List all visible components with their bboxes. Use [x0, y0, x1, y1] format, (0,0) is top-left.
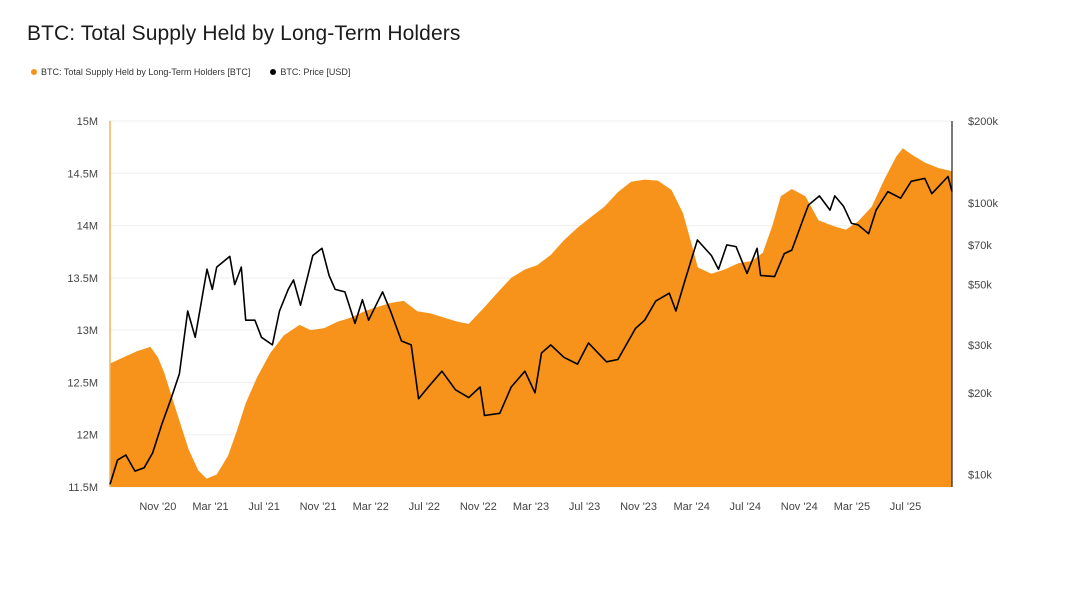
x-tick-label-11: Jul '24 [730, 501, 761, 513]
price-line-layer [109, 175, 953, 485]
x-tick-label-6: Nov '22 [460, 501, 497, 513]
left-tick-label-4: 13M [77, 325, 98, 337]
x-tick-label-7: Mar '23 [513, 501, 549, 513]
right-tick-label-1: $100k [968, 198, 998, 210]
legend-label-lth-supply: BTC: Total Supply Held by Long-Term Hold… [41, 67, 251, 77]
left-tick-label-3: 13.5M [67, 273, 98, 285]
lth-supply-area-layer [110, 148, 952, 487]
x-tick-label-10: Mar '24 [674, 501, 710, 513]
left-tick-label-2: 14M [77, 221, 98, 233]
left-tick-label-5: 12.5M [67, 377, 98, 389]
legend-swatch-lth-supply [31, 69, 37, 75]
chart-title: BTC: Total Supply Held by Long-Term Hold… [27, 22, 461, 45]
left-tick-label-0: 15M [77, 116, 98, 128]
axes [109, 121, 953, 487]
legend-swatch-price [270, 69, 277, 75]
lth-supply-area [110, 148, 952, 487]
right-tick-label-3: $50k [968, 280, 992, 292]
x-tick-label-8: Jul '23 [569, 501, 600, 513]
x-tick-label-1: Mar '21 [192, 501, 228, 513]
price-line [109, 175, 953, 485]
legend: BTC: Total Supply Held by Long-Term Hold… [31, 67, 350, 77]
x-tick-label-5: Jul '22 [409, 501, 440, 513]
left-tick-label-1: 14.5M [67, 168, 98, 180]
legend-item-lth-supply[interactable]: BTC: Total Supply Held by Long-Term Hold… [31, 67, 250, 77]
right-tick-label-2: $70k [968, 240, 992, 252]
left-tick-label-6: 12M [77, 430, 98, 442]
x-tick-label-13: Mar '25 [834, 501, 870, 513]
legend-item-price[interactable]: BTC: Price [USD] [270, 67, 350, 77]
right-axis-ticks: $200k $100k $70k $50k $30k $20k $10k [968, 116, 998, 482]
right-tick-label-5: $20k [968, 388, 992, 400]
x-tick-label-3: Nov '21 [300, 501, 337, 513]
x-tick-label-2: Jul '21 [248, 501, 279, 513]
x-axis-ticks: Nov '20 Mar '21 Jul '21 Nov '21 Mar '22 Jul '… [139, 501, 921, 513]
left-tick-label-7: 11.5M [68, 482, 98, 494]
x-tick-label-0: Nov '20 [139, 501, 176, 513]
x-tick-label-4: Mar '22 [353, 501, 389, 513]
x-tick-label-12: Nov '24 [781, 501, 818, 513]
left-axis-ticks: 15M 14.5M 14M 13.5M 13M 12.5M 12M 11.5M [67, 116, 98, 494]
right-tick-label-6: $10k [968, 470, 992, 482]
x-tick-label-14: Jul '25 [890, 501, 921, 513]
legend-label-price: BTC: Price [USD] [280, 67, 351, 77]
right-tick-label-4: $30k [968, 340, 992, 352]
x-tick-label-9: Nov '23 [620, 501, 657, 513]
right-tick-label-0: $200k [968, 116, 998, 128]
